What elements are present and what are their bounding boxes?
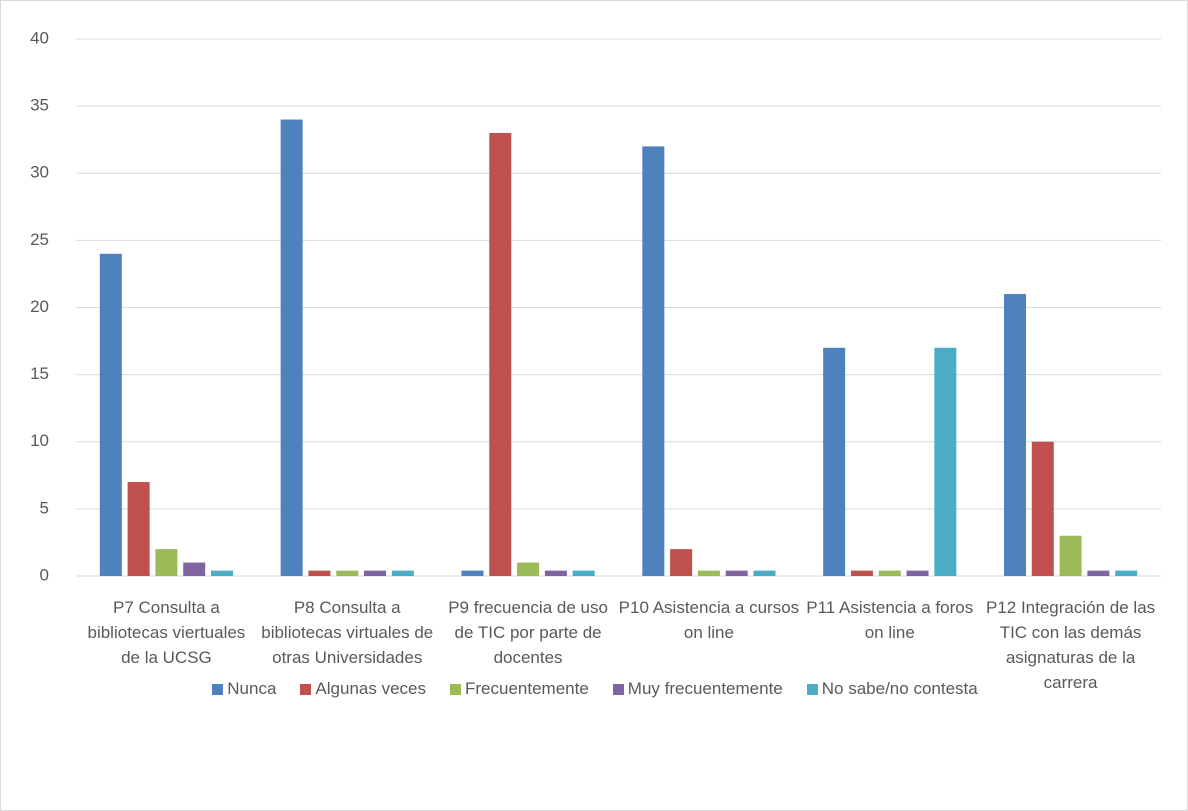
bar — [642, 146, 665, 576]
x-tick-label: P7 Consulta a bibliotecas viertuales de … — [87, 598, 246, 667]
legend-swatch — [300, 683, 312, 695]
bar — [1059, 535, 1082, 576]
legend-label: No sabe/no contesta — [821, 679, 978, 698]
x-tick-label: P11 Asistencia a foros on line — [806, 598, 974, 642]
legend-label: Muy frecuentemente — [627, 679, 783, 698]
bar — [364, 570, 387, 576]
y-tick-label: 35 — [30, 96, 49, 115]
legend-label: Algunas veces — [315, 679, 426, 698]
legend-item: Nunca — [212, 679, 276, 699]
bar — [697, 570, 720, 576]
bar — [308, 570, 331, 576]
bar — [670, 549, 693, 576]
bar — [753, 570, 776, 576]
legend-swatch — [212, 683, 224, 695]
y-tick-label: 0 — [40, 565, 49, 584]
y-tick-label: 40 — [30, 28, 49, 47]
legend-label: Frecuentemente — [465, 679, 589, 698]
legend: Nunca Algunas veces Frecuentemente Muy frec… — [1, 679, 1188, 699]
y-tick-label: 25 — [30, 230, 49, 249]
x-tick-label: P8 Consulta a bibliotecas virtuales de o… — [261, 598, 434, 667]
x-tick-label: P12 Integración de las TIC con las demás… — [985, 598, 1156, 692]
y-tick-label: 10 — [30, 431, 49, 450]
bar — [391, 570, 414, 576]
x-tick-label: P10 Asistencia a cursos on line — [618, 598, 800, 642]
bar — [1003, 294, 1026, 576]
bar — [155, 549, 178, 576]
legend-item: No sabe/no contesta — [806, 679, 978, 699]
legend-swatch — [612, 683, 624, 695]
bar — [517, 562, 540, 576]
legend-swatch — [806, 683, 818, 695]
bar — [544, 570, 567, 576]
bar — [1031, 441, 1054, 576]
bar — [211, 570, 234, 576]
bar — [280, 119, 303, 577]
y-tick-label: 20 — [30, 297, 49, 316]
bar — [127, 482, 150, 576]
legend-swatch — [450, 683, 461, 695]
bar — [878, 570, 901, 576]
legend-item: Algunas veces — [300, 679, 426, 699]
legend-item: Frecuentemente — [450, 679, 589, 699]
bar — [1087, 570, 1110, 576]
y-tick-label: 15 — [30, 364, 49, 383]
bar — [934, 347, 957, 576]
bar — [461, 570, 484, 576]
bar — [850, 570, 873, 576]
bar — [99, 253, 122, 577]
bar — [183, 562, 206, 576]
bar — [823, 347, 846, 576]
y-tick-label: 30 — [30, 163, 49, 182]
y-tick-label: 5 — [40, 498, 49, 517]
legend-item: Muy frecuentemente — [612, 679, 783, 699]
bar — [1115, 570, 1138, 576]
bar — [906, 570, 929, 576]
bar — [725, 570, 748, 576]
bar — [572, 570, 595, 576]
bar — [336, 570, 359, 576]
bar — [489, 132, 512, 576]
legend-label: Nunca — [227, 679, 277, 698]
x-tick-label: P9 frecuencia de uso de TIC por parte de… — [448, 598, 608, 667]
